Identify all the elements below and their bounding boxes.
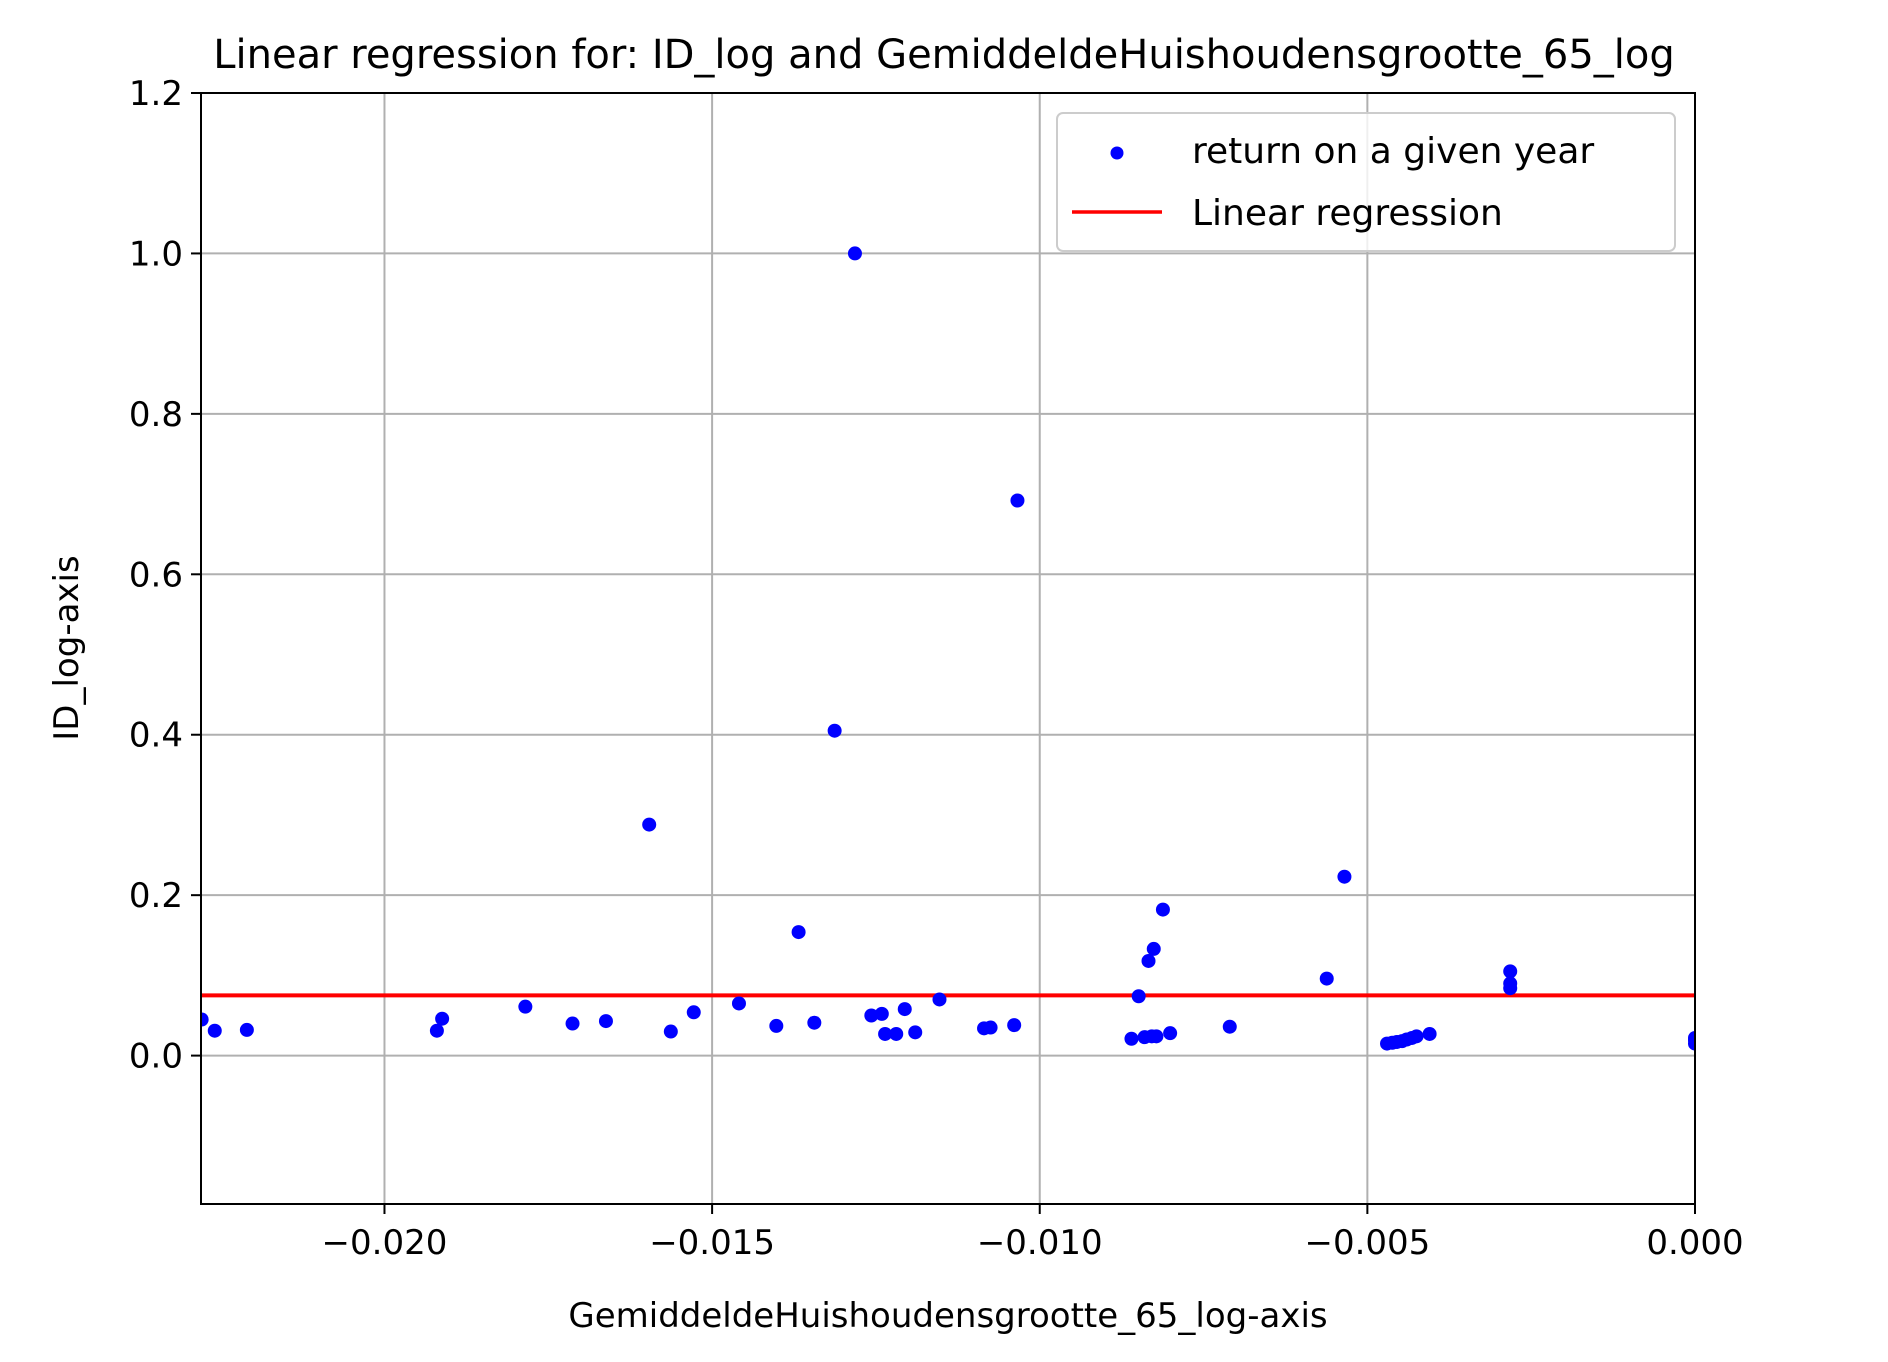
legend: return on a given year Linear regression xyxy=(1056,112,1676,252)
chart-title: Linear regression for: ID_log and Gemidd… xyxy=(213,32,1675,78)
scatter-point xyxy=(1141,953,1156,968)
scatter-point xyxy=(878,1026,893,1041)
scatter-point xyxy=(435,1011,450,1026)
scatter-point xyxy=(791,925,806,940)
scatter-point xyxy=(518,999,533,1014)
scatter-point xyxy=(874,1006,889,1021)
legend-label-line: Linear regression xyxy=(1192,193,1503,234)
scatter-point xyxy=(565,1016,580,1031)
x-axis-ticks: −0.020 −0.015 −0.010 −0.005 0.000 xyxy=(322,1204,1744,1263)
scatter-point xyxy=(598,1014,613,1029)
scatter-point xyxy=(1409,1029,1424,1044)
scatter-point xyxy=(1319,971,1334,986)
scatter-point xyxy=(1503,981,1518,996)
x-tick-label: −0.010 xyxy=(977,1223,1103,1263)
y-axis-label: ID_log-axis xyxy=(47,555,87,740)
scatter-point xyxy=(1503,964,1518,979)
scatter-point xyxy=(897,1002,912,1017)
legend-box xyxy=(1056,112,1676,252)
scatter-point xyxy=(1688,1030,1695,1045)
scatter-point xyxy=(1155,902,1170,917)
x-tick-label: −0.005 xyxy=(1304,1223,1430,1263)
scatter-point xyxy=(908,1025,923,1040)
scatter-point xyxy=(1337,869,1352,884)
scatter-point xyxy=(686,1005,701,1020)
scatter-point xyxy=(239,1022,254,1037)
x-tick-label: 0.000 xyxy=(1646,1223,1743,1263)
y-tick-label: 0.0 xyxy=(129,1037,183,1077)
scatter-point xyxy=(1422,1026,1437,1041)
scatter-points xyxy=(201,246,1695,1051)
scatter-point xyxy=(827,723,842,738)
scatter-point xyxy=(807,1015,822,1030)
legend-label-scatter: return on a given year xyxy=(1192,131,1594,172)
scatter-point xyxy=(429,1023,444,1038)
scatter-point xyxy=(1131,989,1146,1004)
scatter-point xyxy=(642,817,657,832)
scatter-point xyxy=(207,1023,222,1038)
plot-frame xyxy=(200,92,1696,1205)
y-tick-label: 0.8 xyxy=(129,395,183,435)
x-tick-label: −0.015 xyxy=(649,1223,775,1263)
grid xyxy=(201,92,1696,1204)
scatter-point xyxy=(1007,1018,1022,1033)
y-tick-label: 0.2 xyxy=(129,876,183,916)
scatter-point xyxy=(1146,941,1161,956)
scatter-point xyxy=(983,1020,998,1035)
scatter-point xyxy=(847,246,862,261)
y-tick-label: 0.6 xyxy=(129,555,183,595)
legend-scatter-marker xyxy=(1110,146,1124,160)
scatter-point xyxy=(201,1012,209,1027)
y-tick-label: 1.0 xyxy=(129,234,183,274)
scatter-point xyxy=(1222,1019,1237,1034)
y-axis-ticks: 0.0 0.2 0.4 0.6 0.8 1.0 1.2 xyxy=(129,74,201,1077)
x-axis-label: GemiddeldeHuishoudensgrootte_65_log-axis xyxy=(568,1296,1327,1336)
scatter-point xyxy=(731,996,746,1011)
scatter-point xyxy=(1010,493,1025,508)
y-tick-label: 0.4 xyxy=(129,716,183,756)
scatter-point xyxy=(769,1018,784,1033)
y-tick-label: 1.2 xyxy=(129,74,183,114)
scatter-point xyxy=(1163,1026,1178,1041)
scatter-point xyxy=(889,1026,904,1041)
scatter-point xyxy=(864,1008,879,1023)
scatter-point xyxy=(1149,1029,1164,1044)
scatter-point xyxy=(663,1024,678,1039)
scatter-point xyxy=(1124,1031,1139,1046)
x-tick-label: −0.020 xyxy=(322,1223,448,1263)
scatter-point xyxy=(932,992,947,1007)
